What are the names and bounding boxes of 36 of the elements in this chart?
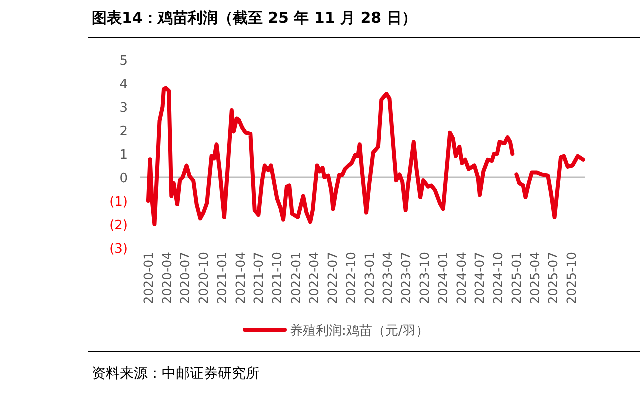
x-tick-label: 2021-10 <box>270 252 285 304</box>
x-tick-label: 2021-04 <box>232 252 248 304</box>
x-tick-label: 2025-07 <box>546 252 561 304</box>
x-tick-label: 2024-01 <box>435 252 450 304</box>
y-tick-label: 4 <box>120 78 128 92</box>
x-tick-label: 2021-01 <box>214 252 230 304</box>
x-tick-label: 2020-07 <box>178 252 193 304</box>
x-tick-label: 2022-04 <box>306 252 322 304</box>
x-tick-label: 2023-07 <box>398 252 414 304</box>
x-tick-label: 2022-07 <box>324 252 340 304</box>
x-tick-label: 2021-07 <box>251 252 266 304</box>
legend-label: 养殖利润:鸡苗（元/羽） <box>290 323 429 339</box>
y-tick-label: 2 <box>120 124 128 140</box>
x-tick-label: 2024-07 <box>472 252 488 304</box>
x-tick-label: 2023-10 <box>416 252 432 304</box>
y-tick-label: 3 <box>120 101 128 116</box>
y-tick-label: 5 <box>120 54 128 69</box>
x-tick-label: 2024-04 <box>454 252 469 304</box>
x-tick-label: 2022-10 <box>343 252 358 304</box>
x-tick-label: 2020-04 <box>159 252 174 304</box>
y-tick-label: 0 <box>120 172 128 186</box>
x-tick-label: 2023-01 <box>362 252 377 304</box>
y-tick-label: (2) <box>110 218 128 234</box>
x-tick-label: 2023-04 <box>380 252 395 304</box>
x-tick-label: 2025-10 <box>564 252 580 304</box>
x-tick-label: 2020-01 <box>140 252 156 304</box>
x-tick-label: 2020-10 <box>196 252 212 304</box>
y-tick-label: 1 <box>120 148 128 163</box>
y-tick-label: (3) <box>110 242 128 257</box>
x-tick-label: 2025-04 <box>527 252 542 304</box>
x-tick-label: 2024-10 <box>490 252 506 304</box>
x-tick-label: 2022-01 <box>288 252 304 304</box>
chart-title: 图表14：鸡苗利润（截至 25 年 11 月 28 日） <box>92 9 417 27</box>
text: 资料来源：中邮证券研究所 <box>92 366 260 382</box>
y-tick-label: (1) <box>110 195 128 210</box>
x-tick-label: 2025-01 <box>509 252 524 304</box>
